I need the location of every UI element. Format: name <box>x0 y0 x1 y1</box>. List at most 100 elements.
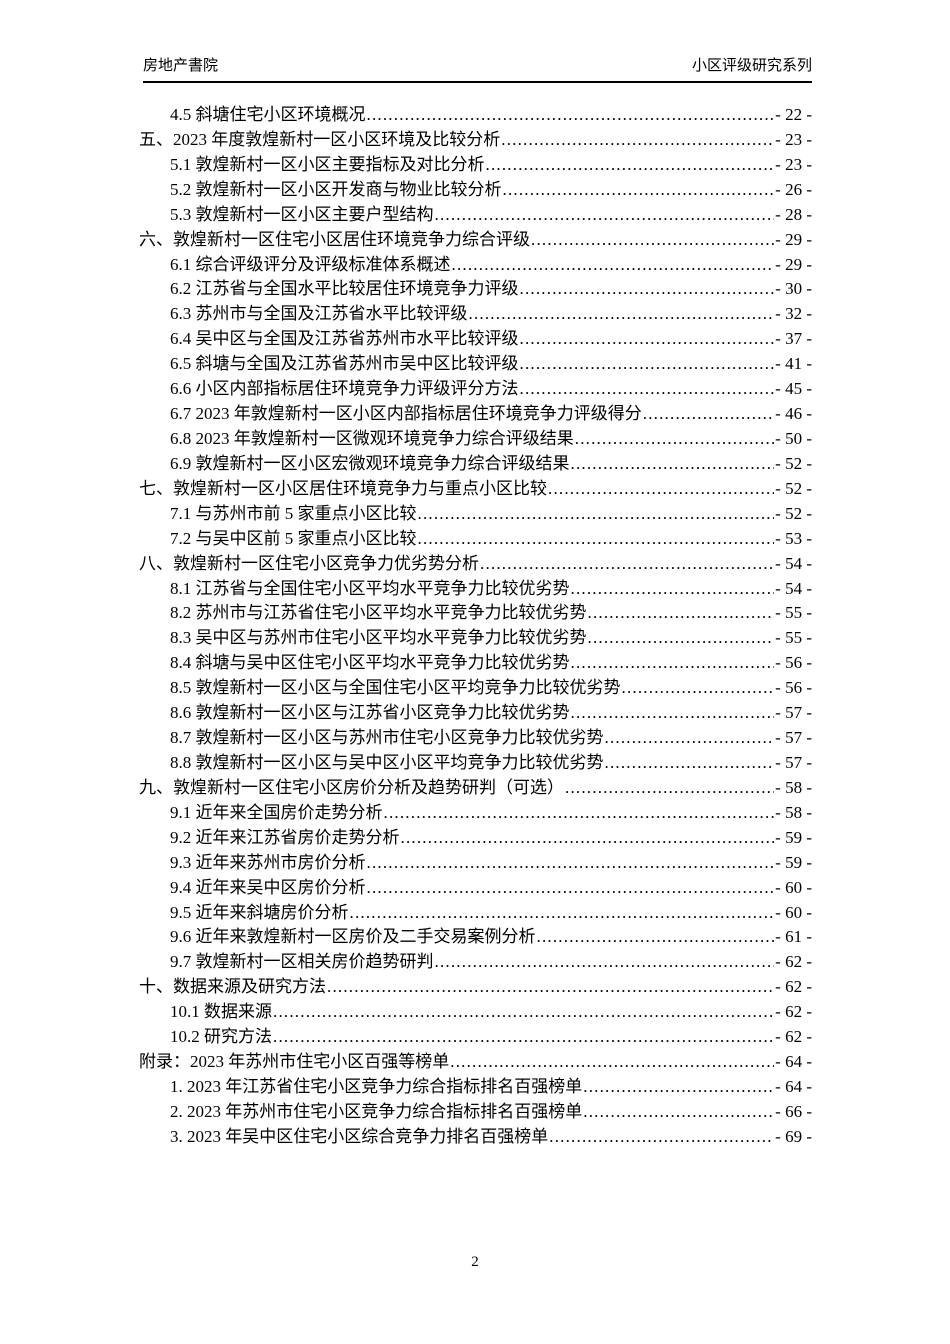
header-right-text: 小区评级研究系列 <box>691 57 812 74</box>
toc-entry-page-number: - 22 - <box>775 105 812 124</box>
toc-dot-leader <box>520 354 775 374</box>
toc-dot-leader <box>588 603 775 623</box>
toc-entry[interactable]: 8.6 敦煌新村一区小区与江苏省小区竞争力比较优劣势 - 57 - <box>139 698 812 723</box>
toc-dot-leader <box>418 529 775 549</box>
toc-entry[interactable]: 6.8 2023 年敦煌新村一区微观环境竞争力综合评级结果 - 50 - <box>139 424 812 449</box>
toc-entry[interactable]: 附录：2023 年苏州市住宅小区百强等榜单 - 64 - <box>139 1047 812 1072</box>
toc-entry[interactable]: 9.4 近年来吴中区房价分析 - 60 - <box>139 873 812 898</box>
toc-entry-label: 八、敦煌新村一区住宅小区竞争力优劣势分析 <box>139 553 479 573</box>
toc-dot-leader <box>435 205 775 225</box>
toc-entry[interactable]: 6.3 苏州市与全国及江苏省水平比较评级 - 32 - <box>139 299 812 324</box>
toc-entry[interactable]: 9.6 近年来敦煌新村一区房价及二手交易案例分析 - 61 - <box>139 922 812 947</box>
toc-entry-label: 10.2 研究方法 <box>170 1027 272 1047</box>
toc-entry-label: 6.1 综合评级评分及评级标准体系概述 <box>170 254 451 274</box>
toc-entry-page-number: - 54 - <box>775 553 812 573</box>
toc-entry-page-number: - 59 - <box>775 852 812 872</box>
toc-entry[interactable]: 3. 2023 年吴中区住宅小区综合竞争力排名百强榜单 - 69 - <box>139 1122 812 1147</box>
toc-entry[interactable]: 10.1 数据来源 - 62 - <box>139 997 812 1022</box>
toc-dot-leader <box>367 853 775 873</box>
toc-dot-leader <box>367 105 775 125</box>
toc-entry-label: 9.1 近年来全国房价走势分析 <box>170 802 383 822</box>
toc-entry-label: 9.4 近年来吴中区房价分析 <box>170 877 366 897</box>
toc-dot-leader <box>575 429 774 449</box>
toc-dot-leader <box>643 404 774 424</box>
toc-entry-page-number: - 54 - <box>775 578 812 598</box>
toc-entry[interactable]: 8.8 敦煌新村一区小区与吴中区小区平均竞争力比较优劣势 - 57 - <box>139 748 812 773</box>
toc-entry[interactable]: 1. 2023 年江苏省住宅小区竞争力综合指标排名百强榜单 - 64 - <box>139 1072 812 1097</box>
toc-dot-leader <box>469 304 775 324</box>
toc-dot-leader <box>520 379 775 399</box>
toc-entry[interactable]: 6.1 综合评级评分及评级标准体系概述 - 29 - <box>139 250 812 275</box>
toc-entry-page-number: - 37 - <box>775 329 812 349</box>
toc-entry-label: 8.5 敦煌新村一区小区与全国住宅小区平均竞争力比较优劣势 <box>170 678 621 698</box>
toc-entry-label: 五、2023 年度敦煌新村一区小区环境及比较分析 <box>139 129 501 149</box>
toc-entry-page-number: - 57 - <box>775 703 812 723</box>
toc-entry[interactable]: 9.7 敦煌新村一区相关房价趋势研判 - 62 - <box>139 947 812 972</box>
toc-entry-label: 7.1 与苏州市前 5 家重点小区比较 <box>170 503 417 523</box>
toc-dot-leader <box>583 1077 774 1097</box>
toc-entry-label: 8.1 江苏省与全国住宅小区平均水平竞争力比较优劣势 <box>170 578 570 598</box>
toc-dot-leader <box>571 703 775 723</box>
toc-entry[interactable]: 5.1 敦煌新村一区小区主要指标及对比分析 - 23 - <box>139 150 812 175</box>
toc-entry[interactable]: 9.2 近年来江苏省房价走势分析 - 59 - <box>139 823 812 848</box>
toc-entry-label: 9.2 近年来江苏省房价走势分析 <box>170 827 400 847</box>
toc-entry[interactable]: 6.7 2023 年敦煌新村一区小区内部指标居住环境竞争力评级得分 - 46 - <box>139 399 812 424</box>
toc-entry[interactable]: 5.3 敦煌新村一区小区主要户型结构 - 28 - <box>139 200 812 225</box>
toc-entry[interactable]: 8.5 敦煌新村一区小区与全国住宅小区平均竞争力比较优劣势 - 56 - <box>139 673 812 698</box>
toc-entry[interactable]: 7.2 与吴中区前 5 家重点小区比较 - 53 - <box>139 524 812 549</box>
toc-entry-label: 六、敦煌新村一区住宅小区居住环境竞争力综合评级 <box>139 229 530 249</box>
toc-entry-page-number: - 56 - <box>775 653 812 673</box>
toc-entry[interactable]: 6.5 斜塘与全国及江苏省苏州市吴中区比较评级 - 41 - <box>139 349 812 374</box>
toc-dot-leader <box>605 728 775 748</box>
toc-entry[interactable]: 八、敦煌新村一区住宅小区竞争力优劣势分析 - 54 - <box>139 549 812 574</box>
toc-dot-leader <box>588 628 775 648</box>
toc-entry[interactable]: 7.1 与苏州市前 5 家重点小区比较 - 52 - <box>139 499 812 524</box>
toc-entry-label: 6.6 小区内部指标居住环境竞争力评级评分方法 <box>170 379 519 399</box>
toc-entry-page-number: - 69 - <box>775 1126 812 1146</box>
toc-entry[interactable]: 5.2 敦煌新村一区小区开发商与物业比较分析 - 26 - <box>139 175 812 200</box>
toc-entry[interactable]: 九、敦煌新村一区住宅小区房价分析及趋势研判（可选） - 58 - <box>139 773 812 798</box>
toc-entry[interactable]: 9.5 近年来斜塘房价分析 - 60 - <box>139 898 812 923</box>
toc-entry[interactable]: 8.4 斜塘与吴中区住宅小区平均水平竞争力比较优劣势 - 56 - <box>139 648 812 673</box>
toc-entry-page-number: - 60 - <box>775 902 812 922</box>
toc-entry-label: 十、数据来源及研究方法 <box>139 977 326 997</box>
page-number: 2 <box>471 1254 479 1270</box>
toc-entry[interactable]: 9.1 近年来全国房价走势分析 - 58 - <box>139 798 812 823</box>
toc-entry[interactable]: 6.9 敦煌新村一区小区宏微观环境竞争力综合评级结果 - 52 - <box>139 449 812 474</box>
toc-entry[interactable]: 6.4 吴中区与全国及江苏省苏州市水平比较评级 - 37 - <box>139 324 812 349</box>
toc-entry[interactable]: 4.5 斜塘住宅小区环境概况 - 22 - <box>139 100 812 125</box>
toc-entry[interactable]: 8.3 吴中区与苏州市住宅小区平均水平竞争力比较优劣势 - 55 - <box>139 623 812 648</box>
toc-entry-label: 5.1 敦煌新村一区小区主要指标及对比分析 <box>170 154 485 174</box>
toc-dot-leader <box>565 778 774 798</box>
toc-entry[interactable]: 8.7 敦煌新村一区小区与苏州市住宅小区竞争力比较优劣势 - 57 - <box>139 723 812 748</box>
toc-entry-label: 8.4 斜塘与吴中区住宅小区平均水平竞争力比较优劣势 <box>170 653 570 673</box>
toc-entry[interactable]: 9.3 近年来苏州市房价分析 - 59 - <box>139 848 812 873</box>
toc-entry-page-number: - 52 - <box>775 453 812 473</box>
toc-entry[interactable]: 6.2 江苏省与全国水平比较居住环境竞争力评级 - 30 - <box>139 274 812 299</box>
toc-entry[interactable]: 8.2 苏州市与江苏省住宅小区平均水平竞争力比较优劣势 - 55 - <box>139 598 812 623</box>
toc-entry-page-number: - 57 - <box>775 728 812 748</box>
toc-entry-page-number: - 66 - <box>775 1101 812 1121</box>
toc-entry[interactable]: 七、敦煌新村一区小区居住环境竞争力与重点小区比较 - 52 - <box>139 474 812 499</box>
toc-entry[interactable]: 五、2023 年度敦煌新村一区小区环境及比较分析 - 23 - <box>139 125 812 150</box>
toc-entry[interactable]: 十、数据来源及研究方法 - 62 - <box>139 972 812 997</box>
toc-entry[interactable]: 六、敦煌新村一区住宅小区居住环境竞争力综合评级 - 29 - <box>139 225 812 250</box>
toc-dot-leader <box>622 678 775 698</box>
toc-entry-label: 8.7 敦煌新村一区小区与苏州市住宅小区竞争力比较优劣势 <box>170 728 604 748</box>
toc-dot-leader <box>384 803 775 823</box>
toc-entry-page-number: - 62 - <box>775 977 812 997</box>
toc-entry-page-number: - 53 - <box>775 528 812 548</box>
toc-entry[interactable]: 2. 2023 年苏州市住宅小区竞争力综合指标排名百强榜单 - 66 - <box>139 1097 812 1122</box>
toc-entry[interactable]: 10.2 研究方法 - 62 - <box>139 1022 812 1047</box>
toc-entry-label: 5.2 敦煌新村一区小区开发商与物业比较分析 <box>170 179 502 199</box>
toc-entry[interactable]: 8.1 江苏省与全国住宅小区平均水平竞争力比较优劣势 - 54 - <box>139 574 812 599</box>
page-header: 房地产書院 小区评级研究系列 <box>143 57 812 83</box>
toc-entry-page-number: - 45 - <box>775 379 812 399</box>
toc-entry-label: 7.2 与吴中区前 5 家重点小区比较 <box>170 528 417 548</box>
toc-entry-page-number: - 52 - <box>775 478 812 498</box>
toc-dot-leader <box>571 454 775 474</box>
toc-entry[interactable]: 6.6 小区内部指标居住环境竞争力评级评分方法 - 45 - <box>139 374 812 399</box>
toc-entry-page-number: - 64 - <box>775 1052 812 1072</box>
toc-entry-label: 1. 2023 年江苏省住宅小区竞争力综合指标排名百强榜单 <box>170 1076 583 1096</box>
